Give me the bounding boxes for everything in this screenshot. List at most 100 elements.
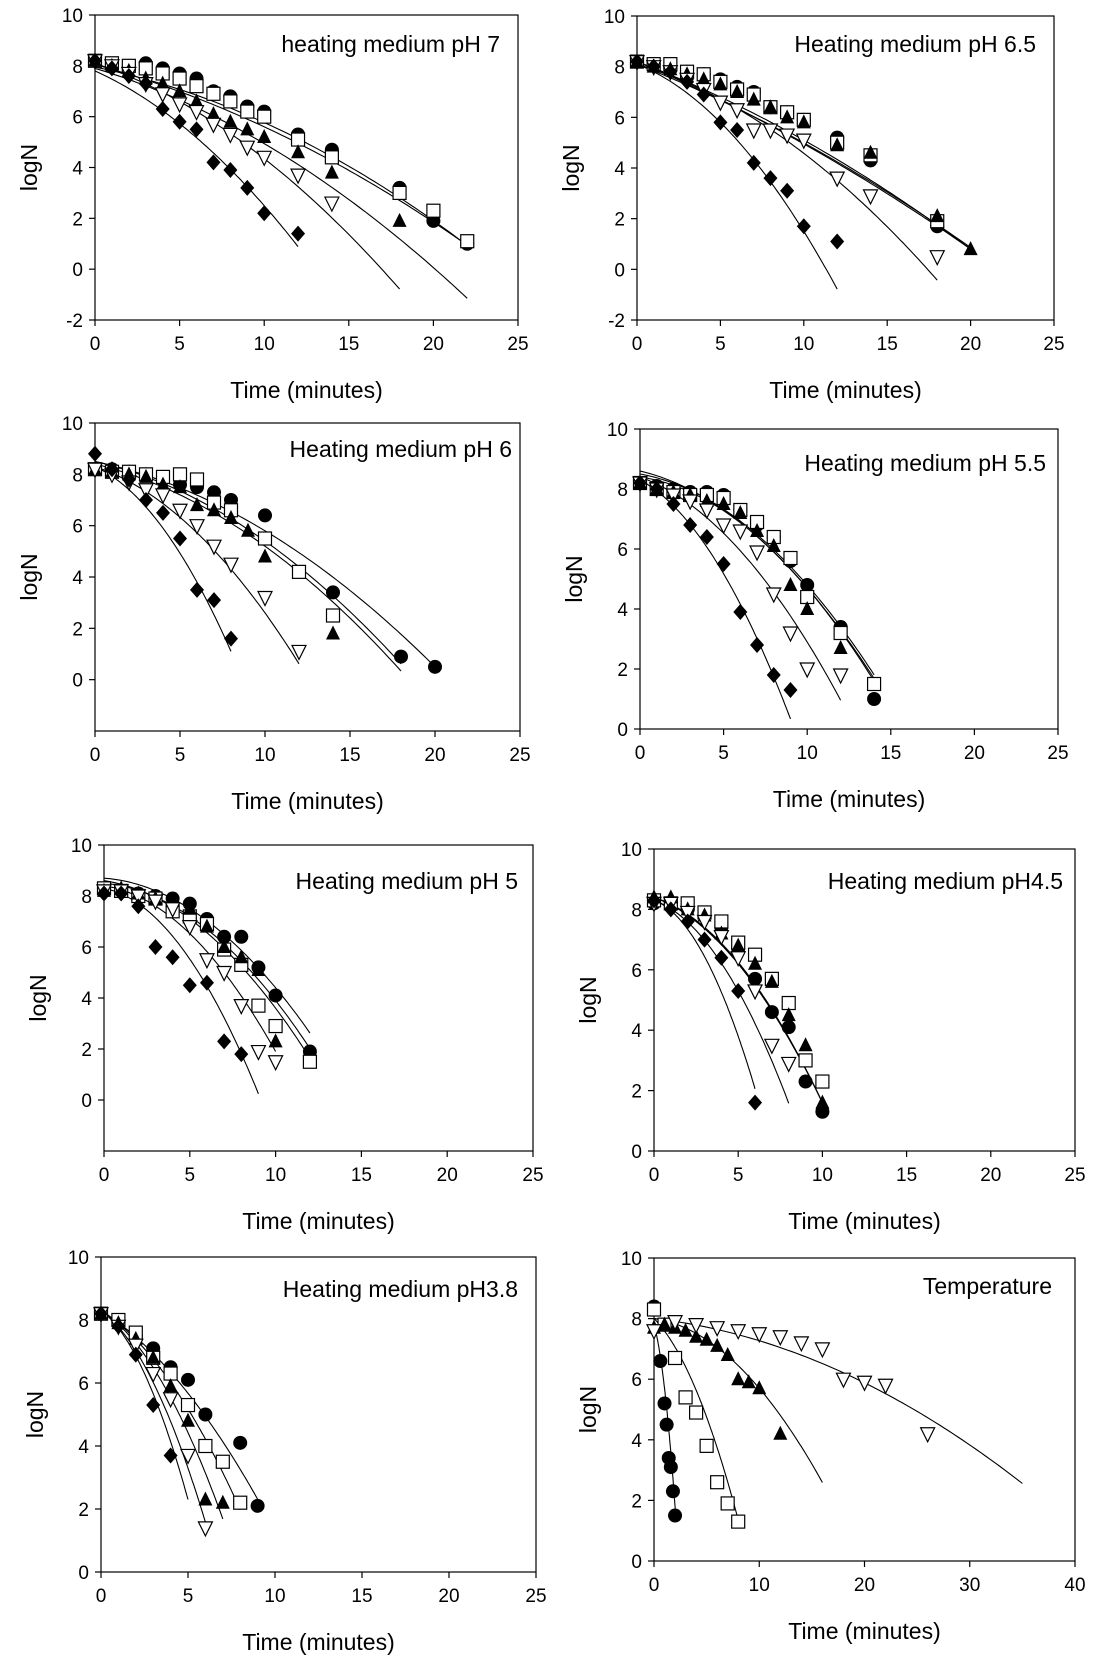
chart-panel-2: -2 0 2 4 6 8 10 0 5 10 15 20 25 Time (minutes) logN Hea…: [558, 7, 1065, 403]
x-tick-label: 15: [351, 1165, 372, 1186]
data-point: [657, 1396, 672, 1411]
data-point: [715, 518, 732, 535]
y-tick-label: 10: [68, 1248, 89, 1269]
data-point: [668, 1508, 683, 1523]
data-point: [800, 601, 815, 615]
y-tick-label: 8: [631, 1310, 642, 1331]
data-point: [866, 676, 882, 692]
panel-title: Heating medium pH 5: [296, 868, 518, 894]
data-point: [216, 965, 233, 982]
data-point: [730, 1324, 747, 1341]
data-point: [749, 545, 766, 562]
data-point: [215, 1454, 230, 1469]
data-point: [257, 109, 272, 124]
data-point: [688, 1318, 705, 1335]
y-tick-label: 8: [614, 58, 625, 79]
y-tick-label: 0: [617, 720, 628, 741]
data-point: [172, 503, 188, 520]
data-point: [148, 939, 163, 955]
data-point: [796, 218, 811, 235]
data-point: [240, 179, 255, 196]
x-tick-label: 10: [793, 334, 814, 355]
data-point: [189, 121, 204, 138]
y-tick-label: 0: [631, 1552, 642, 1573]
plot-frame: [639, 428, 1059, 730]
x-tick-label: 15: [339, 745, 360, 766]
data-point: [919, 1427, 936, 1444]
x-tick-label: 10: [254, 334, 275, 355]
data-point: [633, 475, 647, 491]
data-point: [171, 97, 188, 114]
data-point: [217, 1033, 232, 1050]
data-point: [234, 949, 249, 964]
series-5: [97, 885, 249, 1063]
y-tick-label: 6: [72, 108, 83, 129]
data-point: [199, 918, 214, 933]
data-point: [94, 1305, 108, 1322]
x-tick-label: 20: [980, 1165, 1001, 1186]
y-tick-label: 4: [72, 159, 83, 180]
data-point: [392, 185, 407, 201]
data-point: [683, 517, 698, 533]
data-point: [257, 590, 273, 607]
data-point: [763, 99, 778, 114]
x-tick-label: 40: [1064, 1575, 1085, 1596]
y-axis-title: logN: [561, 555, 587, 602]
data-point: [172, 71, 187, 86]
data-point: [678, 1390, 693, 1405]
plot-frame: [94, 14, 519, 321]
data-point: [793, 1336, 810, 1353]
data-point: [709, 1321, 726, 1338]
data-point: [750, 523, 765, 537]
data-point: [667, 1350, 683, 1366]
data-point: [180, 1397, 196, 1413]
data-point: [250, 1498, 265, 1513]
data-point: [867, 692, 882, 706]
data-point: [798, 1053, 813, 1068]
data-point: [215, 1494, 230, 1509]
y-tick-label: 2: [631, 1082, 642, 1103]
y-tick-label: 4: [78, 1437, 89, 1458]
data-point: [720, 1496, 735, 1511]
data-point: [139, 492, 153, 508]
data-point: [720, 1346, 735, 1361]
data-point: [678, 1322, 693, 1337]
x-tick-label: 20: [424, 745, 445, 766]
data-point: [217, 939, 232, 953]
data-point: [800, 578, 815, 592]
data-point: [646, 1302, 662, 1317]
chart-panel-4: 0 2 4 6 8 10 0 5 10 15 20 25 Time (minutes) logN Heati…: [561, 420, 1069, 812]
data-point: [699, 529, 714, 545]
data-point: [181, 1412, 195, 1427]
x-axis-title: Time (minutes): [788, 1208, 941, 1234]
panel-title: Heating medium pH 6: [290, 436, 512, 462]
x-tick-label: 10: [265, 1165, 286, 1186]
data-point: [145, 1366, 162, 1383]
y-tick-label: 6: [631, 1370, 642, 1391]
data-point: [239, 140, 256, 157]
series-5: [630, 53, 845, 250]
data-point: [156, 476, 170, 491]
y-axis-title: logN: [16, 553, 42, 600]
data-point: [182, 900, 197, 915]
data-point: [206, 154, 221, 171]
data-point: [164, 902, 181, 919]
fit-curve: [95, 460, 402, 665]
y-tick-label: 6: [78, 1374, 89, 1395]
data-point: [197, 1521, 214, 1538]
data-point: [731, 982, 746, 999]
data-point: [198, 1407, 213, 1422]
y-tick-label: 10: [621, 1249, 642, 1270]
panel-title: Heating medium pH3.8: [283, 1276, 518, 1302]
x-tick-label: 15: [880, 743, 901, 764]
data-point: [223, 113, 238, 128]
y-tick-label: -2: [66, 311, 83, 332]
x-tick-label: 25: [1064, 1165, 1085, 1186]
data-point: [190, 581, 204, 598]
data-point: [752, 1380, 767, 1395]
data-point: [780, 109, 795, 124]
data-point: [460, 234, 475, 249]
data-point: [189, 519, 205, 536]
data-point: [258, 548, 272, 563]
